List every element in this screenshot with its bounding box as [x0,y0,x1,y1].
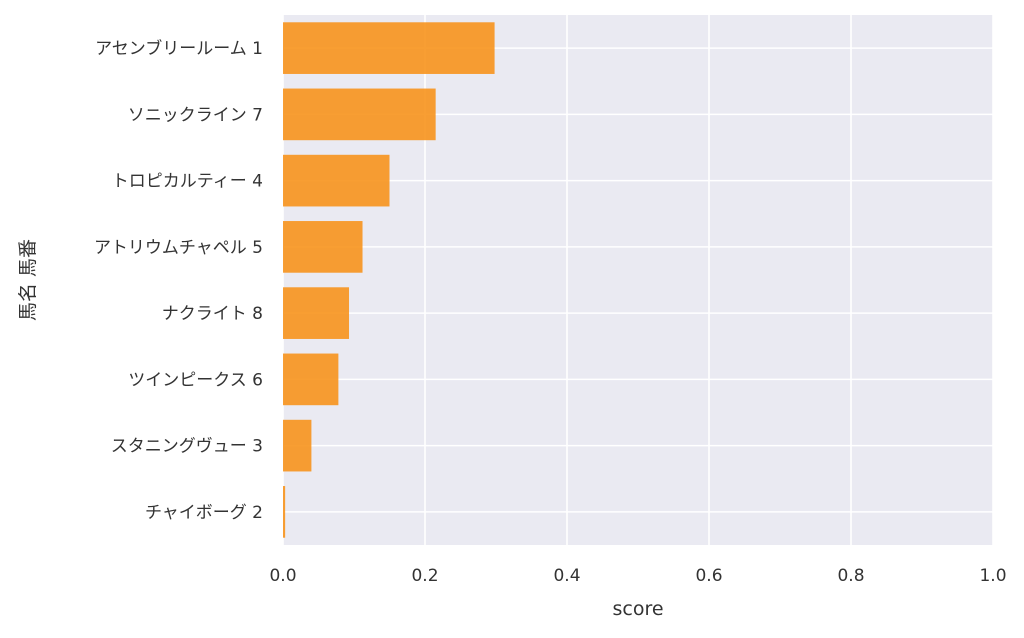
bar [283,22,495,74]
bar [283,221,363,273]
x-tick-label: 0.2 [411,566,438,586]
x-tick-label: 0.6 [695,566,722,586]
bar [283,287,350,339]
y-tick-label: アトリウムチャペル 5 [94,238,263,258]
x-tick-labels: 0.0 0.2 0.4 0.6 0.8 1.0 [269,566,1006,586]
bar [283,154,390,207]
bar [283,353,339,406]
x-axis-title: score [612,598,663,620]
bar [283,88,436,141]
y-tick-label: スタニングヴュー 3 [111,437,263,457]
y-tick-label: アセンブリールーム 1 [95,38,263,59]
y-tick-label: ツインピークス 6 [128,370,263,390]
y-tick-label: ソニックライン 7 [128,105,263,125]
x-tick-label: 0.4 [553,566,580,586]
bar [283,486,286,538]
x-tick-label: 1.0 [979,566,1006,586]
y-tick-label: トロピカルティー 4 [112,172,263,192]
bar [283,419,312,472]
y-tick-label: チャイボーグ 2 [145,503,263,523]
x-tick-label: 0.0 [269,566,296,586]
y-tick-label: ナクライト 8 [162,304,263,324]
y-tick-labels: アセンブリールーム 1 ソニックライン 7 トロピカルティー 4 アトリウムチャペル … [94,38,263,523]
bars [283,22,495,538]
y-axis-title: 馬名 馬番 [17,239,39,321]
x-tick-label: 0.8 [837,566,864,586]
